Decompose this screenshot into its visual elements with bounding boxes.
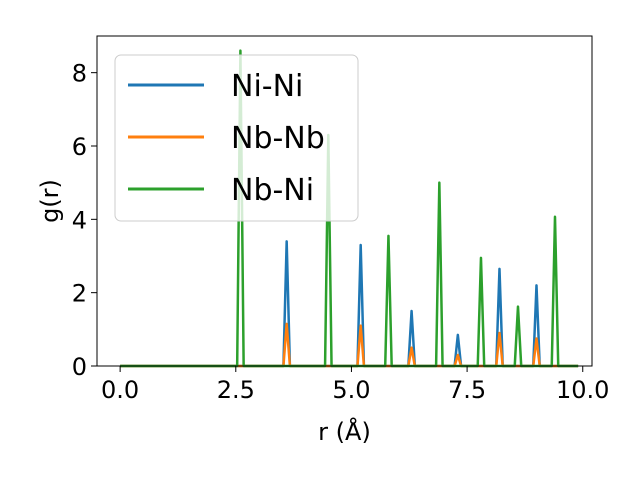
- y-tick-label: 8: [72, 60, 87, 88]
- series-line-ni-ni: [120, 240, 579, 368]
- legend-label: Nb-Nb: [231, 121, 325, 156]
- x-tick-label: 10.0: [556, 376, 609, 404]
- y-axis-label: g(r): [36, 179, 64, 223]
- y-tick-label: 2: [72, 280, 87, 308]
- x-tick-label: 0.0: [101, 376, 139, 404]
- legend-items: Ni-Ni Nb-Nb Nb-Ni: [128, 69, 325, 208]
- y-tick-label: 4: [72, 206, 87, 234]
- x-tick-label: 7.5: [448, 376, 486, 404]
- ticks-layer: 0.0 2.5 5.0 7.5 10.0 0 2 4 6 8: [72, 60, 610, 404]
- legend-label: Nb-Ni: [231, 173, 314, 208]
- legend-frame: [114, 54, 359, 222]
- x-axis-label: r (Å): [318, 417, 371, 446]
- x-tick-label: 2.5: [217, 376, 255, 404]
- legend: Ni-Ni Nb-Nb Nb-Ni: [114, 54, 359, 222]
- y-tick-label: 0: [72, 353, 87, 381]
- legend-label: Ni-Ni: [231, 69, 303, 104]
- plot-frame: [96, 35, 593, 367]
- x-tick-label: 5.0: [332, 376, 370, 404]
- y-tick-label: 6: [72, 133, 87, 161]
- series-line-nb-nb: [120, 322, 579, 368]
